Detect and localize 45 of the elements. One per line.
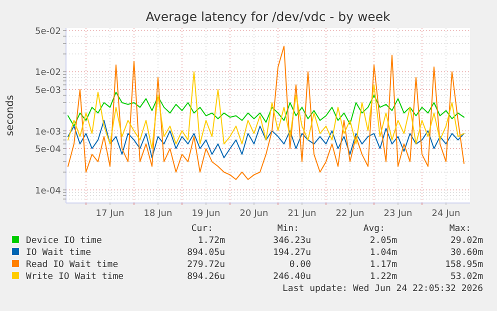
legend-label: Read IO Wait time <box>26 260 118 270</box>
y-tick-label: 1e-04 <box>35 186 62 196</box>
y-tick-label: 5e-04 <box>35 145 62 156</box>
legend-label: Write IO Wait time <box>26 272 124 282</box>
x-tick-label: 19 Jun <box>192 209 220 219</box>
line-series <box>68 120 464 158</box>
text: 894.26u <box>187 272 225 282</box>
chart-title: Average latency for /dev/vdc - by week <box>146 9 392 24</box>
text: 1.22m <box>370 272 397 282</box>
text: 1.04m <box>370 248 397 258</box>
text: 1.72m <box>198 236 225 246</box>
text: Min: <box>277 224 299 234</box>
text: 30.60m <box>450 248 483 258</box>
text: 346.23u <box>273 236 311 246</box>
text: Cur: <box>191 224 213 234</box>
text: 0.00 <box>289 260 311 270</box>
x-tick-label: 18 Jun <box>144 209 172 219</box>
line-series <box>68 71 464 150</box>
y-axis-title: seconds <box>5 95 16 136</box>
text: 29.02m <box>450 236 483 246</box>
x-tick-label: 24 Jun <box>432 209 460 219</box>
text: 279.72u <box>187 260 225 270</box>
x-tick-label: 23 Jun <box>384 209 412 219</box>
legend-label: Device IO time <box>26 236 102 246</box>
text: Avg: <box>363 224 385 234</box>
text: 158.95m <box>445 260 483 270</box>
text: 2.05m <box>370 236 397 246</box>
text: 894.05u <box>187 248 225 258</box>
x-tick-label: 21 Jun <box>288 209 316 219</box>
line-series <box>68 46 464 180</box>
text: 1.17m <box>370 260 397 270</box>
y-tick-label: 1e-02 <box>35 68 61 78</box>
y-tick-label: 5e-03 <box>35 86 61 96</box>
text: Max: <box>449 224 471 234</box>
x-tick-label: 20 Jun <box>240 209 268 219</box>
text: 194.27u <box>273 248 311 258</box>
text: 53.02m <box>450 272 483 282</box>
y-tick-label: 1e-03 <box>35 127 61 138</box>
line-series <box>68 92 464 127</box>
text: 246.40u <box>273 272 311 282</box>
x-tick-label: 17 Jun <box>96 209 124 219</box>
x-tick-label: 22 Jun <box>336 209 364 219</box>
legend-label: IO Wait time <box>26 248 92 258</box>
y-tick-label: 5e-02 <box>35 26 61 37</box>
text: Last update: Wed Jun 24 22:05:32 2026 <box>282 284 483 294</box>
